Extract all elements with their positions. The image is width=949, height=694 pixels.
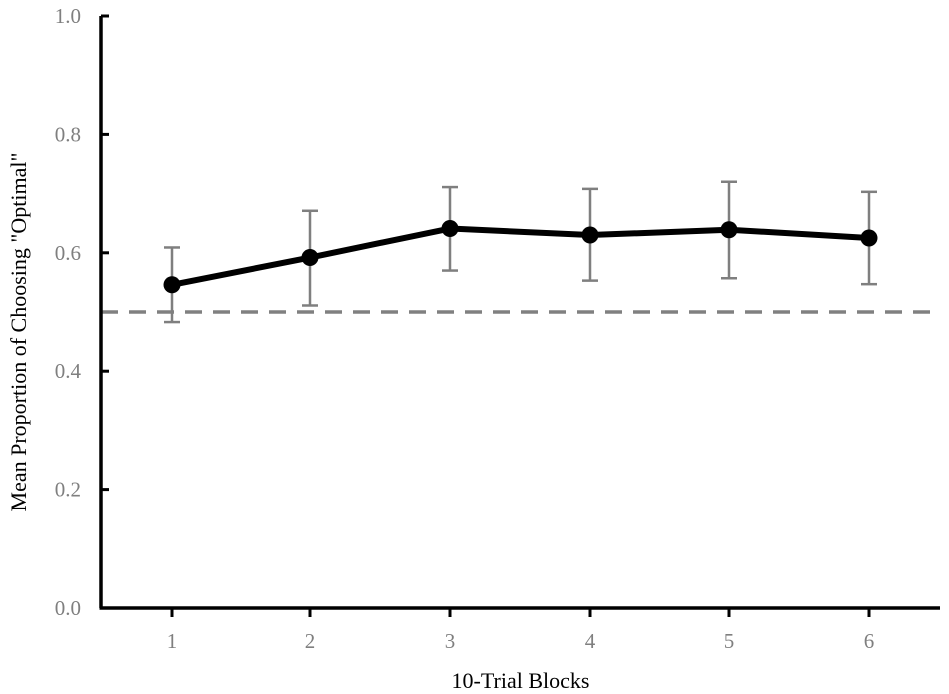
y-tick-label: 0.0 [55, 596, 81, 620]
y-tick-label: 0.4 [55, 359, 82, 383]
x-axis-title: 10-Trial Blocks [452, 668, 590, 693]
data-point [441, 220, 459, 238]
y-tick-label: 0.8 [55, 122, 81, 146]
data-point [581, 226, 599, 244]
x-tick-label: 2 [305, 629, 316, 653]
data-point [163, 276, 181, 294]
y-tick-label: 0.2 [55, 478, 81, 502]
data-point [301, 249, 319, 267]
x-tick-label: 6 [864, 629, 875, 653]
data-point [860, 229, 878, 247]
x-tick-label: 1 [167, 629, 178, 653]
x-tick-label: 4 [585, 629, 596, 653]
y-tick-label: 0.6 [55, 241, 81, 265]
y-axis-title: Mean Proportion of Choosing "Optimal" [6, 153, 31, 512]
y-tick-label: 1.0 [55, 4, 81, 28]
data-point [720, 221, 738, 239]
series-line [171, 225, 870, 288]
x-tick-label: 5 [724, 629, 735, 653]
x-tick-label: 3 [445, 629, 456, 653]
